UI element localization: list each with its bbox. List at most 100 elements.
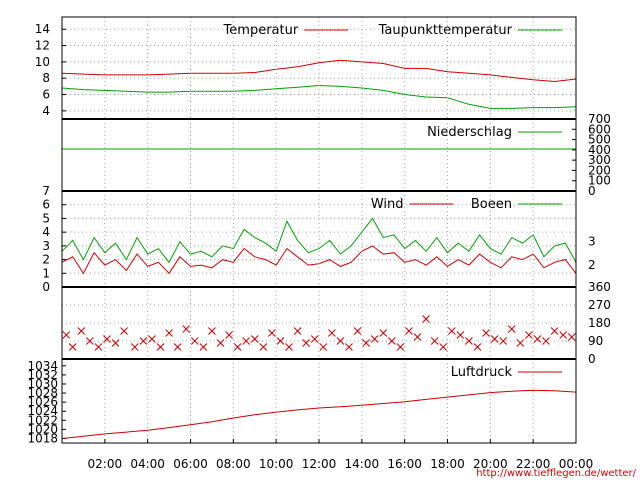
wind-tick-label: 0 — [42, 280, 50, 294]
direction-marker — [208, 327, 216, 335]
direction-marker — [542, 337, 550, 345]
precipitation-tick-label: 100 — [588, 174, 611, 188]
pressure-tick-label: 1034 — [27, 359, 58, 373]
direction-marker — [148, 335, 156, 343]
x-tick-label: 14:00 — [345, 457, 380, 471]
pressure-tick-label: 1024 — [27, 404, 58, 418]
direction-marker — [490, 335, 499, 343]
direction-marker — [68, 343, 77, 351]
direction-marker — [567, 333, 576, 341]
direction-marker — [120, 327, 128, 335]
direction-marker — [396, 343, 405, 351]
pressure-tick-label: 1026 — [27, 395, 58, 409]
wind-right-tick-label: 2 — [588, 258, 596, 272]
direction-marker — [225, 331, 233, 339]
direction-marker — [507, 325, 516, 333]
direction-marker — [242, 337, 251, 345]
direction-marker — [413, 333, 422, 341]
precipitation-tick-label: 700 — [588, 112, 611, 126]
temperature-series-taupunkt — [61, 84, 577, 109]
direction-marker — [62, 331, 71, 339]
precipitation-tick-label: 200 — [588, 163, 611, 177]
temperature-tick-label: 12 — [35, 39, 50, 53]
pressure-tick-label: 1018 — [27, 431, 58, 445]
temperature-tick-label: 8 — [42, 71, 50, 85]
precipitation-tick-label: 400 — [588, 143, 611, 157]
direction-marker — [370, 335, 379, 343]
direction-tick-label: 270 — [588, 298, 611, 312]
direction-marker — [533, 335, 542, 343]
x-tick-label: 02:00 — [88, 457, 123, 471]
x-tick-label: 10:00 — [259, 457, 294, 471]
direction-marker — [353, 327, 362, 335]
direction-marker — [516, 339, 525, 347]
temperature-tick-label: 14 — [35, 22, 50, 36]
x-tick-label: 08:00 — [216, 457, 251, 471]
direction-marker — [422, 315, 430, 323]
direction-marker — [302, 339, 311, 347]
legend-label-luftdruck: Luftdruck — [451, 365, 513, 380]
legend-label-niederschlag: Niederschlag — [427, 125, 512, 140]
direction-marker — [250, 335, 259, 343]
legend-label-boeen: Boeen — [471, 197, 512, 212]
precipitation-tick-label: 0 — [588, 184, 596, 198]
credit-link: http://www.tiefflegen.de/wetter/ — [476, 468, 636, 479]
wind-tick-label: 5 — [42, 211, 50, 225]
direction-marker — [156, 343, 165, 351]
direction-marker — [405, 327, 413, 335]
direction-marker — [293, 327, 302, 335]
wind-tick-label: 1 — [42, 266, 50, 280]
direction-marker — [473, 343, 482, 351]
wind-right-tick-label: 3 — [588, 235, 596, 249]
direction-marker — [165, 329, 173, 337]
x-tick-label: 22:00 — [516, 457, 551, 471]
legend-label-taupunkttemperatur: Taupunkttemperatur — [378, 23, 513, 38]
direction-tick-label: 180 — [588, 316, 611, 330]
temperature-tick-label: 10 — [35, 55, 50, 69]
legend-label-temperatur: Temperatur — [223, 23, 299, 38]
direction-marker — [327, 329, 336, 337]
legend-label-wind: Wind — [371, 197, 404, 212]
direction-tick-label: 360 — [588, 280, 611, 294]
direction-marker — [173, 343, 182, 351]
precipitation-tick-label: 300 — [588, 153, 611, 167]
pressure-tick-label: 1030 — [27, 377, 58, 391]
direction-tick-label: 90 — [588, 334, 603, 348]
pressure-tick-label: 1020 — [27, 422, 58, 436]
direction-marker — [456, 331, 465, 339]
direction-marker — [94, 343, 103, 351]
direction-marker — [362, 339, 370, 347]
x-tick-label: 00:00 — [559, 457, 594, 471]
direction-marker — [85, 337, 94, 345]
wind-series-boeen — [61, 217, 577, 264]
pressure-tick-label: 1032 — [27, 368, 58, 382]
direction-marker — [499, 337, 508, 345]
wind-tick-label: 6 — [42, 198, 50, 212]
direction-marker — [430, 337, 439, 345]
direction-marker — [276, 337, 285, 345]
direction-marker — [525, 331, 533, 339]
wind-tick-label: 4 — [42, 225, 50, 239]
direction-marker — [465, 337, 473, 345]
precipitation-tick-label: 500 — [588, 133, 611, 147]
x-tick-label: 18:00 — [430, 457, 465, 471]
x-tick-label: 20:00 — [473, 457, 508, 471]
direction-marker — [139, 337, 148, 345]
direction-marker — [550, 327, 559, 335]
direction-marker — [482, 329, 490, 337]
pressure-tick-label: 1022 — [27, 413, 58, 427]
direction-marker — [559, 331, 568, 339]
direction-marker — [233, 343, 242, 351]
direction-marker — [259, 343, 268, 351]
direction-marker — [310, 335, 319, 343]
direction-tick-label: 0 — [588, 352, 596, 366]
direction-marker — [379, 329, 388, 337]
direction-marker — [190, 337, 199, 345]
x-tick-label: 16:00 — [387, 457, 422, 471]
direction-marker — [285, 343, 293, 351]
direction-marker — [216, 339, 225, 347]
direction-marker — [103, 335, 111, 343]
precipitation-tick-label: 600 — [588, 122, 611, 136]
temperature-series-temperatur — [61, 59, 577, 83]
